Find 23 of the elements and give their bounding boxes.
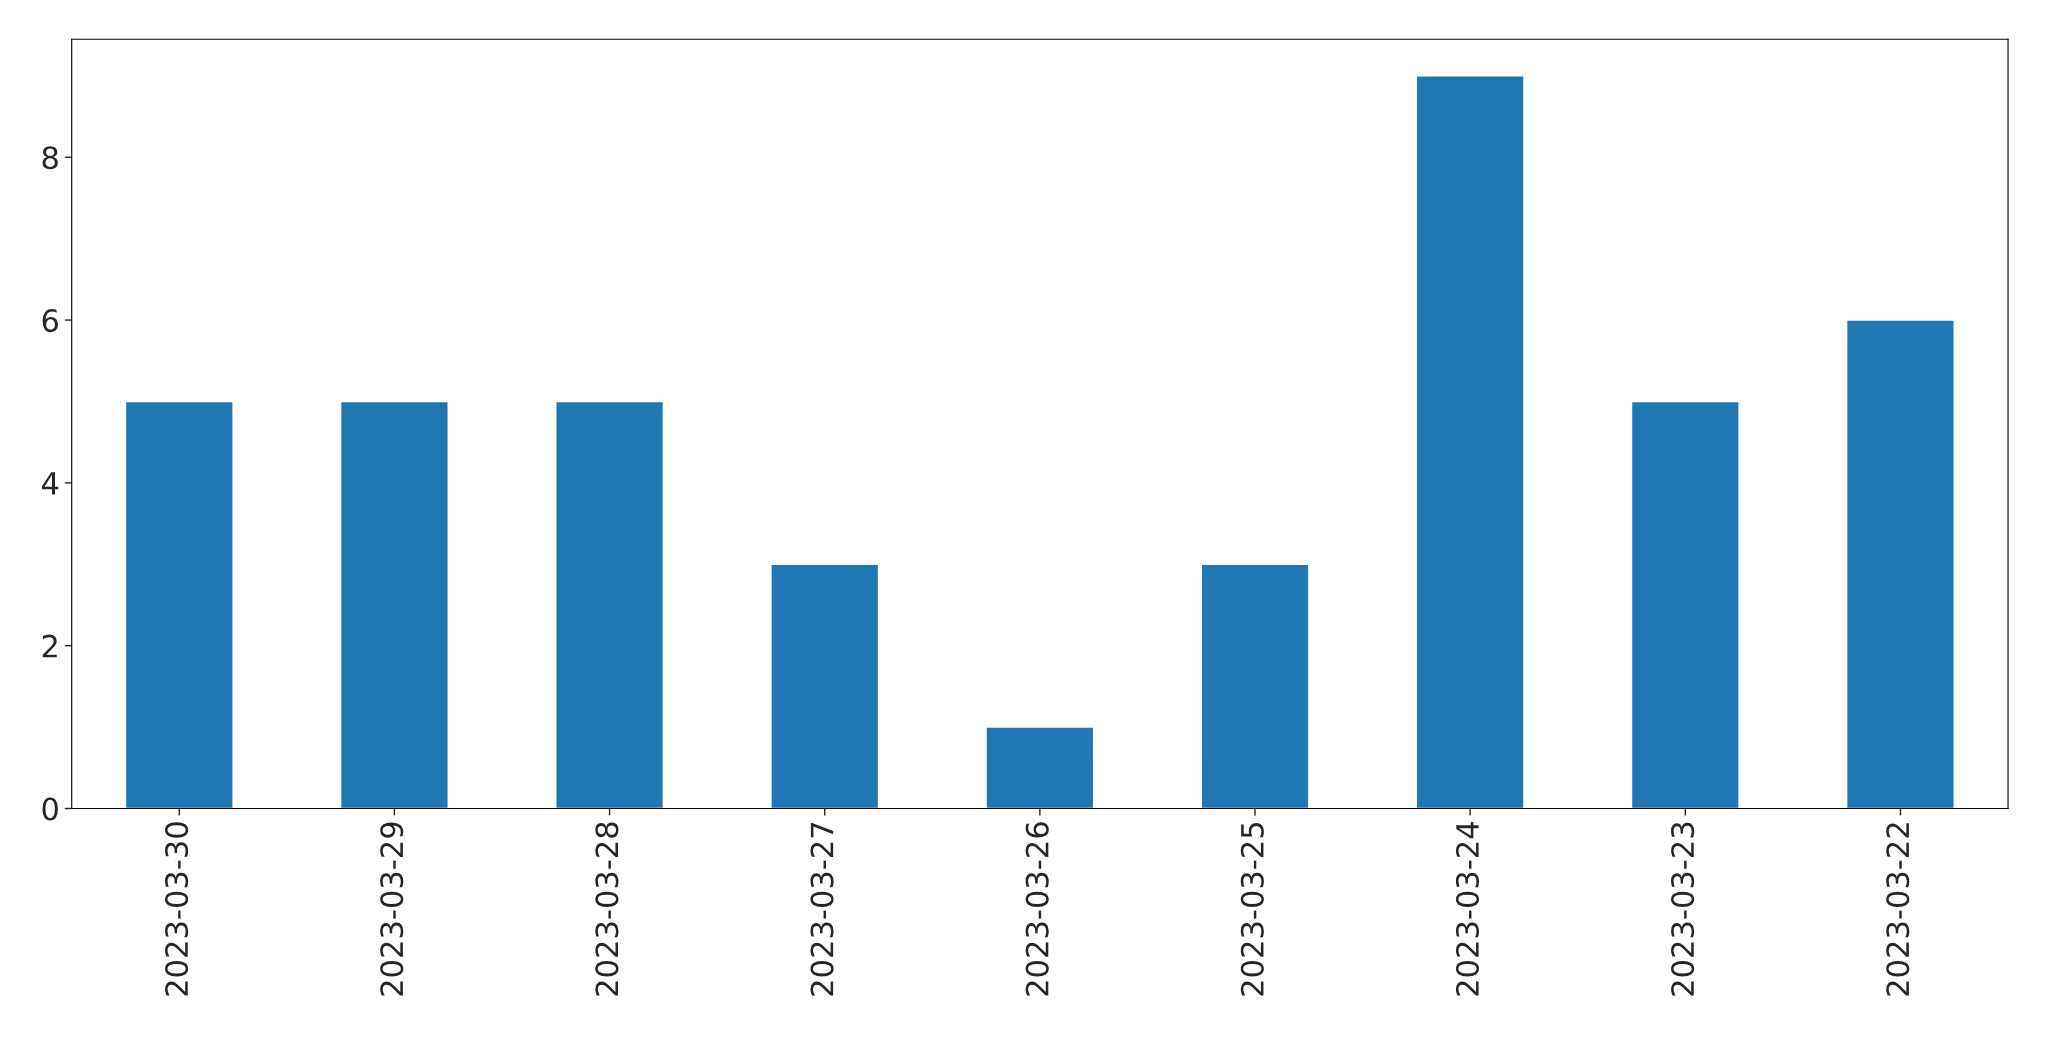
bar bbox=[1415, 75, 1525, 809]
x-tick-label: 2023-03-24 bbox=[1455, 822, 1480, 996]
bar bbox=[1845, 319, 1955, 809]
y-tick-label: 2 bbox=[42, 634, 57, 658]
bar bbox=[1630, 400, 1740, 809]
x-tick-label: 2023-03-23 bbox=[1671, 822, 1695, 996]
bar bbox=[555, 400, 665, 809]
y-tick-label: 6 bbox=[42, 309, 58, 333]
bar bbox=[770, 563, 880, 809]
x-tick-label: 2023-03-27 bbox=[810, 822, 834, 996]
x-tick-label: 2023-03-25 bbox=[1240, 822, 1264, 996]
bar bbox=[1200, 563, 1310, 809]
y-tick-label: 4 bbox=[41, 472, 59, 495]
bar bbox=[124, 400, 234, 809]
x-tick-label: 2023-03-29 bbox=[380, 822, 404, 996]
x-tick-label: 2023-03-22 bbox=[1886, 823, 1910, 996]
x-tick-label: 2023-03-28 bbox=[595, 822, 619, 996]
y-tick-label: 8 bbox=[42, 146, 58, 170]
y-tick-label: 0 bbox=[42, 797, 58, 821]
x-tick-label: 2023-03-30 bbox=[165, 822, 189, 996]
bar bbox=[985, 726, 1095, 809]
bar bbox=[339, 400, 449, 809]
x-tick-label: 2023-03-26 bbox=[1025, 822, 1049, 996]
